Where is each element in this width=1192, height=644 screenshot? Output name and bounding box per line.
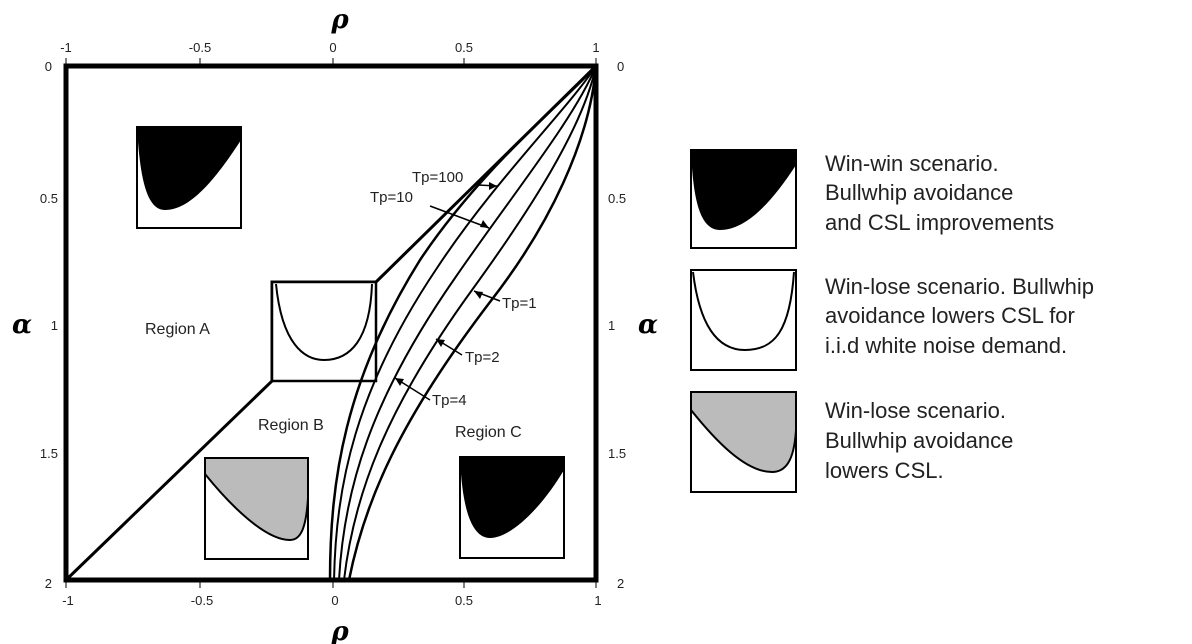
bottom-tick-label: -0.5 (191, 593, 213, 608)
legend: Win-win scenario. Bullwhip avoidance and… (690, 149, 1094, 493)
left-tick-label: 0 (45, 59, 52, 74)
top-axis-symbol: ρ (330, 5, 349, 35)
white-region-inset (270, 280, 378, 383)
tp-curve (333, 65, 597, 581)
legend-item-win-lose: Win-lose scenario. Bullwhip avoidance lo… (690, 391, 1013, 493)
right-tick-label: 2 (617, 576, 624, 591)
right-tick-label: 0.5 (608, 191, 626, 206)
legend-text-line: Win-lose scenario. (825, 398, 1006, 423)
tp-label: Tp=10 (370, 189, 413, 206)
right-ticks: 0 0.5 1 1.5 2 (608, 59, 626, 591)
legend-text-line: lowers CSL. (825, 458, 944, 483)
legend-text-line: Win-lose scenario. Bullwhip (825, 274, 1094, 299)
bottom-tick-label: 0 (331, 593, 338, 608)
region-b-inset (204, 457, 309, 560)
left-axis-symbol: α (12, 310, 32, 340)
right-tick-label: 1 (608, 318, 615, 333)
tp-label: Tp=1 (502, 295, 537, 312)
legend-text-line: Win-win scenario. (825, 151, 999, 176)
tp-arrowhead (480, 220, 489, 228)
legend-text-line: Bullwhip avoidance (825, 428, 1013, 453)
top-tick-label: 1 (592, 40, 599, 55)
legend-swatch-fill (690, 391, 797, 474)
legend-text-line: and CSL improvements (825, 210, 1054, 235)
legend-text-line: Bullwhip avoidance (825, 180, 1013, 205)
top-tick-label: -0.5 (189, 40, 211, 55)
tp-curve (343, 65, 597, 581)
bottom-tick-label: 0.5 (455, 593, 473, 608)
right-axis-symbol: α (638, 310, 658, 340)
region-a-label: Region A (145, 321, 210, 338)
bottom-tick-label: 1 (594, 593, 601, 608)
top-ticks: -1 -0.5 0 0.5 1 (60, 40, 600, 64)
legend-item-win-win: Win-win scenario. Bullwhip avoidance and… (690, 149, 1054, 249)
right-tick-label: 1.5 (608, 446, 626, 461)
left-tick-label: 1.5 (40, 446, 58, 461)
region-c-label: Region C (455, 424, 522, 441)
legend-item-win-lose-iid: Win-lose scenario. Bullwhip avoidance lo… (690, 269, 1094, 371)
tp-curves (328, 65, 598, 581)
tp-arrow (429, 205, 490, 229)
bottom-axis-symbol: ρ (330, 617, 349, 644)
tp-curve (338, 65, 597, 581)
tp-arrowhead (395, 378, 404, 386)
tp-curve (347, 65, 598, 581)
legend-text-line: i.i.d white noise demand. (825, 333, 1067, 358)
tp-arrowhead (436, 339, 445, 347)
legend-text-line: avoidance lowers CSL for (825, 303, 1075, 328)
bottom-tick-label: -1 (62, 593, 74, 608)
region-b-label: Region B (258, 417, 324, 434)
tp-arrowhead (474, 291, 483, 299)
left-ticks: 0 0.5 1 1.5 2 (40, 59, 58, 591)
right-tick-label: 0 (617, 59, 624, 74)
top-tick-label: -1 (60, 40, 72, 55)
legend-swatch (690, 269, 797, 371)
left-tick-label: 2 (45, 576, 52, 591)
white-region-inset-curve (275, 283, 373, 362)
top-tick-label: 0.5 (455, 40, 473, 55)
legend-swatch-curve (692, 271, 795, 352)
tp-label: Tp=100 (412, 169, 463, 186)
top-tick-label: 0 (329, 40, 336, 55)
tp-label: Tp=2 (465, 349, 500, 366)
left-tick-label: 1 (51, 318, 58, 333)
legend-swatch-fill (691, 150, 796, 230)
tp-label: Tp=4 (432, 392, 467, 409)
left-tick-label: 0.5 (40, 191, 58, 206)
region-c-inset (459, 456, 565, 559)
tp-annotations: Tp=100 Tp=10 Tp=1 Tp=2 Tp=4 (370, 169, 537, 409)
tp-arrowhead (489, 182, 497, 190)
bottom-ticks: -1 -0.5 0 0.5 1 (62, 582, 602, 608)
region-a-inset (136, 126, 242, 229)
tp-curve-boundary (328, 65, 597, 581)
